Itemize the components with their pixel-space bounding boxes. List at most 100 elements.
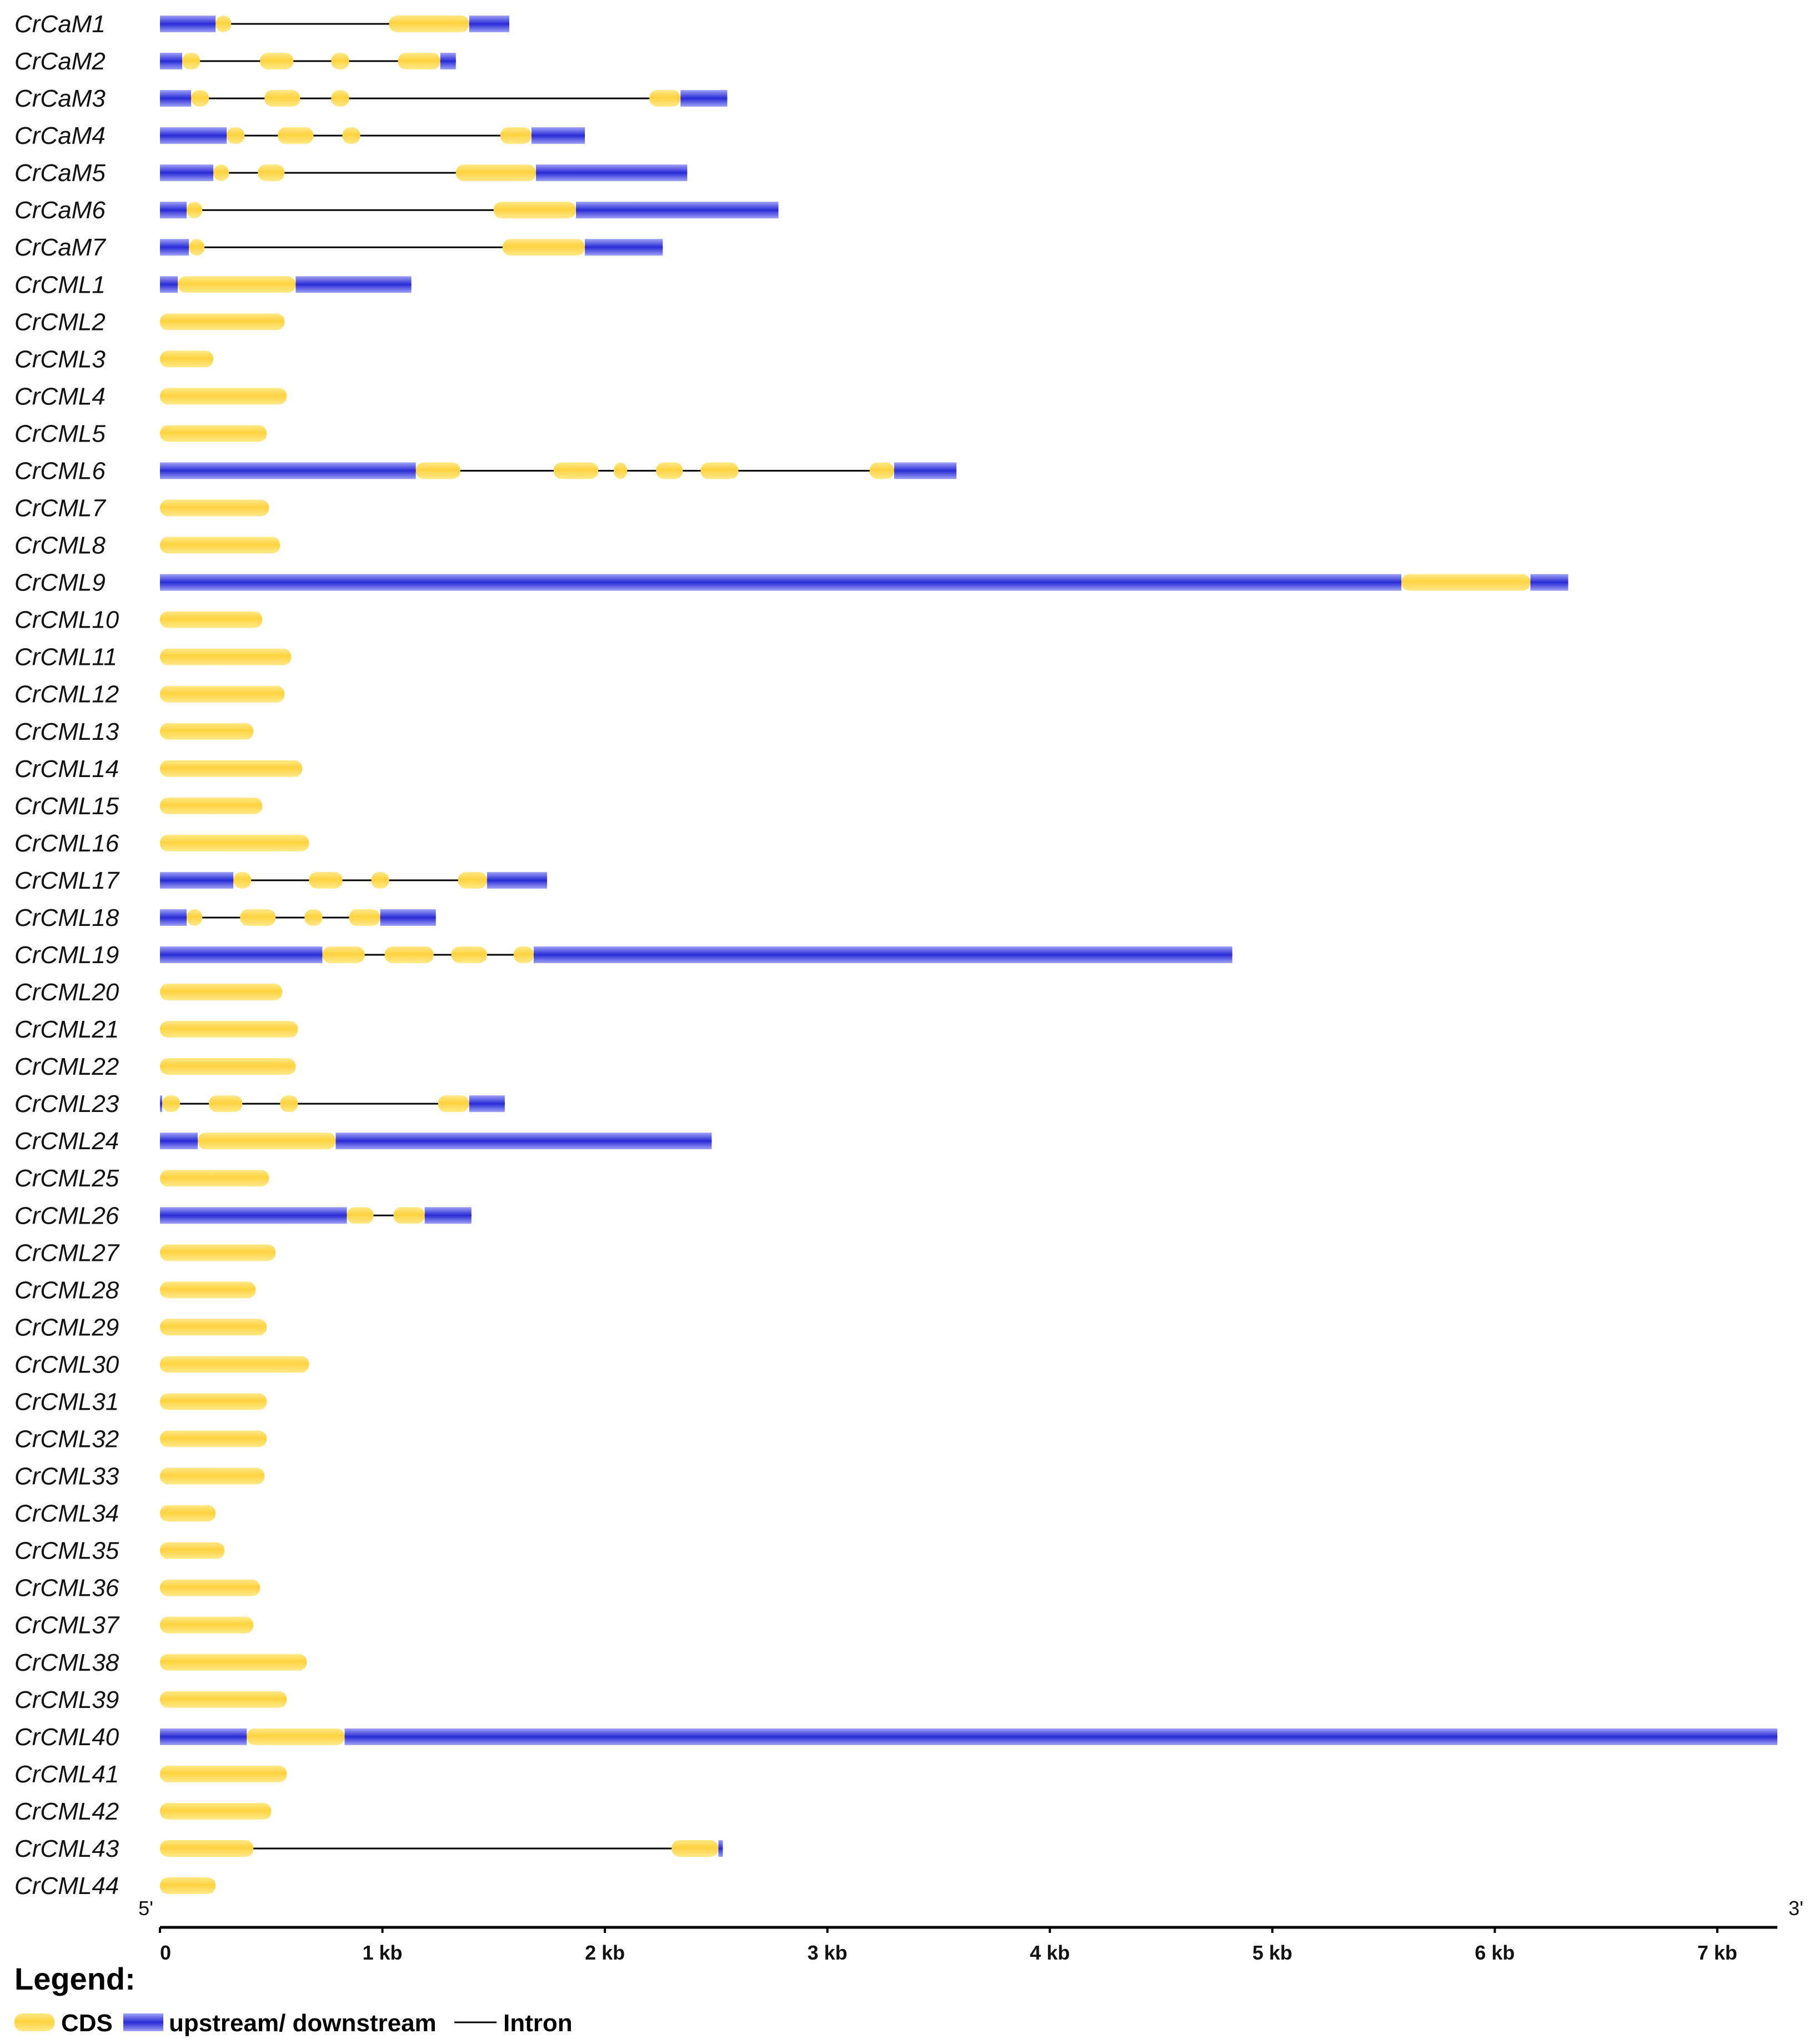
gene-label: CrCaM1 xyxy=(14,11,106,38)
gene-row: CrCaM3 xyxy=(14,85,728,112)
gene-label: CrCML43 xyxy=(14,1835,119,1862)
utr-block xyxy=(1530,574,1569,591)
gene-row: CrCML37 xyxy=(14,1612,254,1639)
gene-row: CrCaM2 xyxy=(14,48,456,75)
gene-row: CrCML19 xyxy=(14,941,1232,969)
cds-block xyxy=(209,1095,243,1113)
tick-label: 3 kb xyxy=(808,1941,848,1964)
gene-label: CrCML25 xyxy=(14,1165,119,1192)
utr-block xyxy=(160,1207,347,1224)
tick-label: 2 kb xyxy=(585,1941,625,1964)
gene-label: CrCML33 xyxy=(14,1463,119,1490)
gene-row: CrCML27 xyxy=(14,1239,276,1266)
cds-block xyxy=(371,871,389,889)
gene-row: CrCML4 xyxy=(14,383,287,410)
gene-label: CrCML35 xyxy=(14,1537,119,1565)
cds-block xyxy=(160,685,285,703)
utr-block xyxy=(533,946,1232,963)
cds-block xyxy=(162,1095,181,1113)
cds-block xyxy=(280,1095,298,1113)
utr-block xyxy=(531,127,585,144)
gene-row: CrCML14 xyxy=(14,755,303,783)
gene-row: CrCML7 xyxy=(14,495,269,522)
cds-block xyxy=(415,462,460,479)
gene-label: CrCML3 xyxy=(14,345,106,373)
utr-block xyxy=(718,1840,723,1857)
cds-block xyxy=(342,127,360,144)
utr-block xyxy=(160,202,187,219)
gene-label: CrCML21 xyxy=(14,1016,119,1043)
legend-label: upstream/ downstream xyxy=(169,2010,437,2037)
gene-row: CrCML33 xyxy=(14,1463,265,1490)
cds-block xyxy=(160,834,309,851)
cds-block xyxy=(160,984,283,1001)
cds-block xyxy=(160,723,254,740)
gene-row: CrCaM5 xyxy=(14,159,688,187)
gene-row: CrCML1 xyxy=(14,271,412,298)
gene-label: CrCML22 xyxy=(14,1053,119,1080)
gene-row: CrCaM6 xyxy=(14,197,779,224)
cds-block xyxy=(160,1765,287,1782)
gene-label: CrCML23 xyxy=(14,1090,119,1118)
cds-block xyxy=(493,202,577,219)
gene-label: CrCaM7 xyxy=(14,234,106,261)
cds-block xyxy=(160,1616,254,1634)
utr-block xyxy=(160,574,1402,591)
gene-label: CrCML10 xyxy=(14,607,119,634)
gene-row: CrCML10 xyxy=(14,607,263,634)
cds-block xyxy=(160,388,287,405)
gene-row: CrCML40 xyxy=(14,1724,1778,1751)
gene-label: CrCML2 xyxy=(14,308,106,335)
cds-block xyxy=(160,425,267,442)
gene-row: CrCML5 xyxy=(14,420,267,447)
gene-label: CrCML34 xyxy=(14,1500,119,1527)
cds-block xyxy=(1401,574,1531,591)
cds-block xyxy=(187,909,203,926)
three-prime-label: 3' xyxy=(1788,1897,1803,1920)
gene-label: CrCML27 xyxy=(14,1239,120,1266)
cds-block xyxy=(304,909,323,926)
gene-label: CrCML15 xyxy=(14,793,119,820)
gene-label: CrCML1 xyxy=(14,271,106,298)
genes-layer: CrCaM1 CrCaM2 CrCaM3 CrCaM4 CrCaM5 CrCaM6 CrCa… xyxy=(14,11,1778,1900)
cds-block xyxy=(213,164,229,182)
gene-row: CrCML38 xyxy=(14,1649,307,1676)
cds-block xyxy=(389,16,469,32)
gene-label: CrCaM5 xyxy=(14,159,106,187)
cds-block xyxy=(233,871,252,889)
cds-block xyxy=(160,1877,216,1894)
cds-block xyxy=(160,1356,309,1373)
gene-row: CrCML44 xyxy=(14,1872,216,1900)
tick-label: 0 xyxy=(160,1941,171,1964)
cds-block xyxy=(553,462,599,479)
gene-row: CrCML6 xyxy=(14,457,956,484)
tick-label: 6 kb xyxy=(1475,1941,1515,1964)
gene-label: CrCML19 xyxy=(14,941,119,969)
gene-label: CrCML24 xyxy=(14,1128,119,1155)
gene-label: CrCML14 xyxy=(14,755,119,783)
cds-block xyxy=(513,946,534,963)
gene-row: CrCML39 xyxy=(14,1686,287,1714)
cds-block xyxy=(198,1133,336,1150)
legend: Legend: CDS upstream/ downstream Intron xyxy=(14,1961,573,2037)
gene-label: CrCML26 xyxy=(14,1202,119,1229)
utr-block xyxy=(160,90,192,107)
cds-block xyxy=(160,1691,287,1708)
cds-block xyxy=(451,946,487,963)
cds-block xyxy=(160,1802,272,1820)
gene-label: CrCML40 xyxy=(14,1724,119,1751)
gene-label: CrCML9 xyxy=(14,569,106,597)
gene-row: CrCML18 xyxy=(14,904,436,931)
five-prime-label: 5' xyxy=(138,1897,153,1920)
utr-block xyxy=(680,90,728,107)
cds-block xyxy=(160,350,214,368)
gene-row: CrCML15 xyxy=(14,793,263,820)
cds-block xyxy=(160,611,263,628)
cds-block xyxy=(458,871,487,889)
cds-block xyxy=(160,1170,269,1187)
cds-block xyxy=(500,127,532,144)
gene-label: CrCML7 xyxy=(14,495,106,522)
gene-row: CrCML25 xyxy=(14,1165,269,1192)
utr-block xyxy=(160,1133,198,1150)
utr-block xyxy=(160,53,183,70)
